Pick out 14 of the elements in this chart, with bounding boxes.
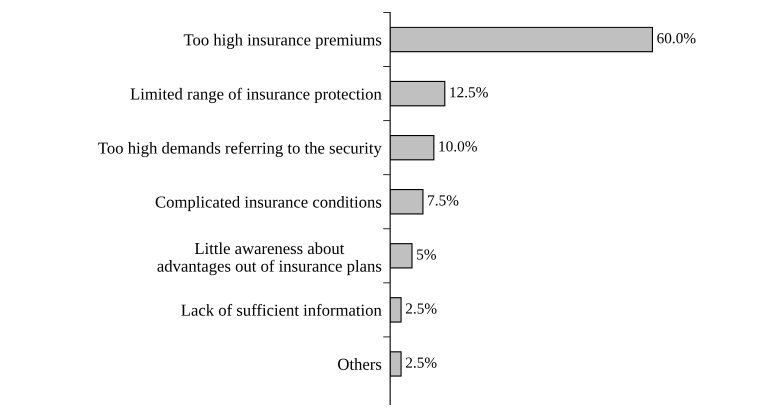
y-tick-label: Lack of sufficient information [181, 304, 382, 316]
y-tick-label: Limited range of insurance protection [130, 88, 382, 104]
data-label: 2.5% [406, 303, 437, 314]
y-tick-label: Complicated insurance conditions [156, 196, 382, 212]
data-label: 60.0% [657, 33, 696, 44]
y-tick-label: Too high insurance premiums [184, 34, 382, 49]
data-label: 7.5% [428, 195, 458, 206]
data-label: 10.0% [439, 141, 477, 152]
data-label: 12.5% [450, 87, 488, 98]
y-tick-label: Others [338, 358, 382, 370]
y-tick-label: Too high demands referring to the security [98, 142, 382, 158]
data-label: 5% [417, 249, 436, 260]
data-label: 2.5% [406, 357, 437, 368]
y-tick-label: Little awareness about advantages out of insurance plans [157, 242, 382, 276]
